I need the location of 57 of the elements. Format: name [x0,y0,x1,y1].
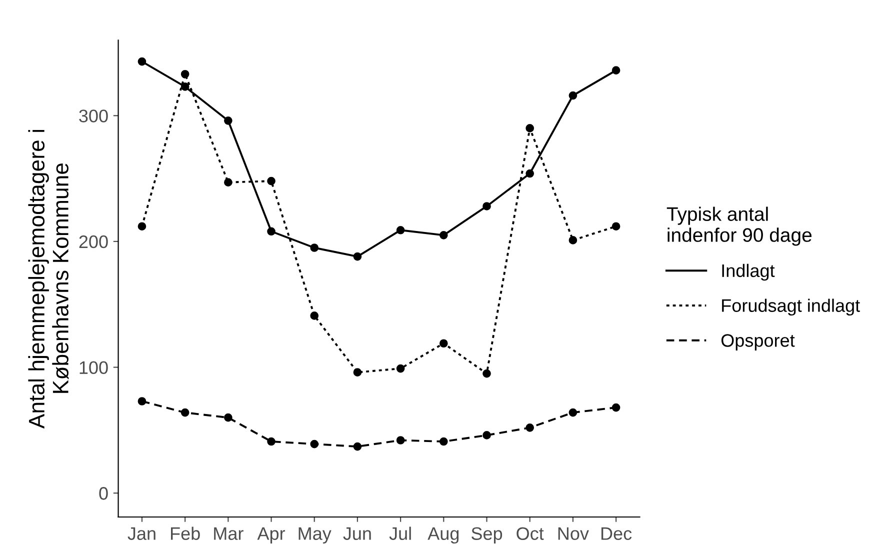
point [612,403,620,412]
point [482,431,491,440]
point [180,408,190,417]
point [267,227,276,236]
point [482,369,491,378]
x-tick-label: Mar [214,527,244,540]
y-tick-label: 100 [80,361,108,374]
point [568,91,578,100]
point [396,364,405,373]
point [526,424,534,432]
point [526,169,534,178]
point [396,226,405,234]
point [180,82,190,91]
point [138,397,146,406]
point [310,440,319,448]
y-tick-label: 300 [79,110,108,122]
legend-label: Forudsagt indlagt [722,298,860,316]
y-tick-label: 0 [99,487,108,500]
x-tick-label: Dec [601,527,632,540]
x-tick-label: Jul [389,526,411,540]
point [482,202,491,210]
x-tick-label: Feb [171,526,200,540]
x-tick-label: Sep [472,527,502,544]
point [224,413,232,422]
point [526,124,534,132]
point [267,437,276,446]
point [353,252,362,261]
point [224,116,232,125]
x-tick-label: Jan [128,527,156,540]
point [310,312,319,320]
legend-title: Typisk antal indenfor 90 dage [666,206,812,246]
point [396,436,405,444]
point [439,339,448,348]
point [568,236,578,244]
point [310,244,319,252]
point [353,368,362,376]
legend-label: Opsporet [721,334,795,350]
x-tick-label: Apr [257,527,286,544]
point [612,66,620,75]
y-tick-label: 200 [79,235,108,248]
point [224,178,232,186]
x-tick-label: Nov [558,527,589,540]
point [138,222,146,231]
point [612,222,620,231]
point [439,231,448,240]
legend-label: Indlagt [722,264,775,281]
point [180,70,190,78]
point [439,437,448,446]
point [568,408,578,417]
y-axis-title: Antal hjemmeplejemodtagere i Københavns Kommune [28,130,69,429]
x-tick-label: May [298,527,332,544]
x-tick-label: Oct [516,527,544,540]
point [267,176,276,186]
point [138,57,146,66]
point [353,442,362,451]
x-tick-label: Aug [428,527,459,544]
x-tick-label: Jun [343,527,371,540]
